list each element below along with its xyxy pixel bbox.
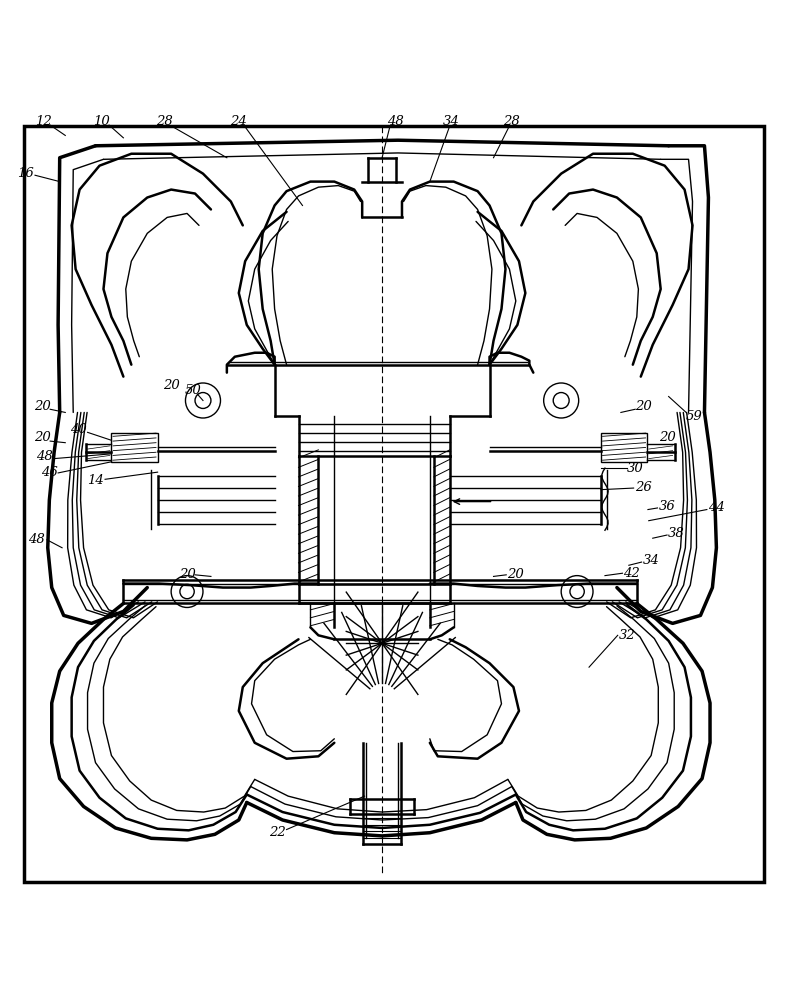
Circle shape	[570, 584, 584, 599]
Circle shape	[195, 393, 211, 408]
Text: 34: 34	[642, 554, 660, 567]
Bar	[111, 433, 158, 462]
Text: 20: 20	[507, 568, 525, 581]
Text: 28: 28	[155, 115, 173, 128]
Text: 20: 20	[178, 568, 196, 581]
Text: 50: 50	[184, 384, 201, 397]
Text: 20: 20	[162, 379, 180, 392]
Text: 26: 26	[634, 481, 652, 494]
Text: 42: 42	[622, 567, 640, 580]
Text: 30: 30	[626, 462, 644, 475]
Circle shape	[561, 576, 593, 607]
Text: 20: 20	[634, 400, 652, 413]
Text: 28: 28	[502, 115, 520, 128]
Text: 46: 46	[41, 466, 58, 479]
Circle shape	[553, 393, 569, 408]
Text: 20: 20	[33, 431, 51, 444]
Text: 22: 22	[268, 826, 286, 839]
Text: 38: 38	[668, 527, 685, 540]
Text: 20: 20	[658, 431, 676, 444]
Text: 48: 48	[28, 533, 45, 546]
Text: 36: 36	[658, 500, 676, 513]
Text: 10: 10	[93, 115, 111, 128]
Text: 44: 44	[708, 501, 725, 514]
Bar	[601, 433, 647, 462]
Circle shape	[171, 576, 203, 607]
Circle shape	[180, 584, 194, 599]
Circle shape	[185, 383, 220, 418]
Text: 34: 34	[443, 115, 460, 128]
Text: 40: 40	[69, 423, 87, 436]
Text: 24: 24	[230, 115, 248, 128]
Text: 14: 14	[87, 474, 104, 487]
Text: 12: 12	[35, 115, 53, 128]
Text: 32: 32	[618, 629, 636, 642]
Text: 16: 16	[17, 167, 34, 180]
Text: 20: 20	[33, 400, 51, 413]
Circle shape	[544, 383, 579, 418]
Text: 48: 48	[36, 450, 53, 463]
Text: 59: 59	[685, 410, 703, 423]
Text: 48: 48	[387, 115, 404, 128]
